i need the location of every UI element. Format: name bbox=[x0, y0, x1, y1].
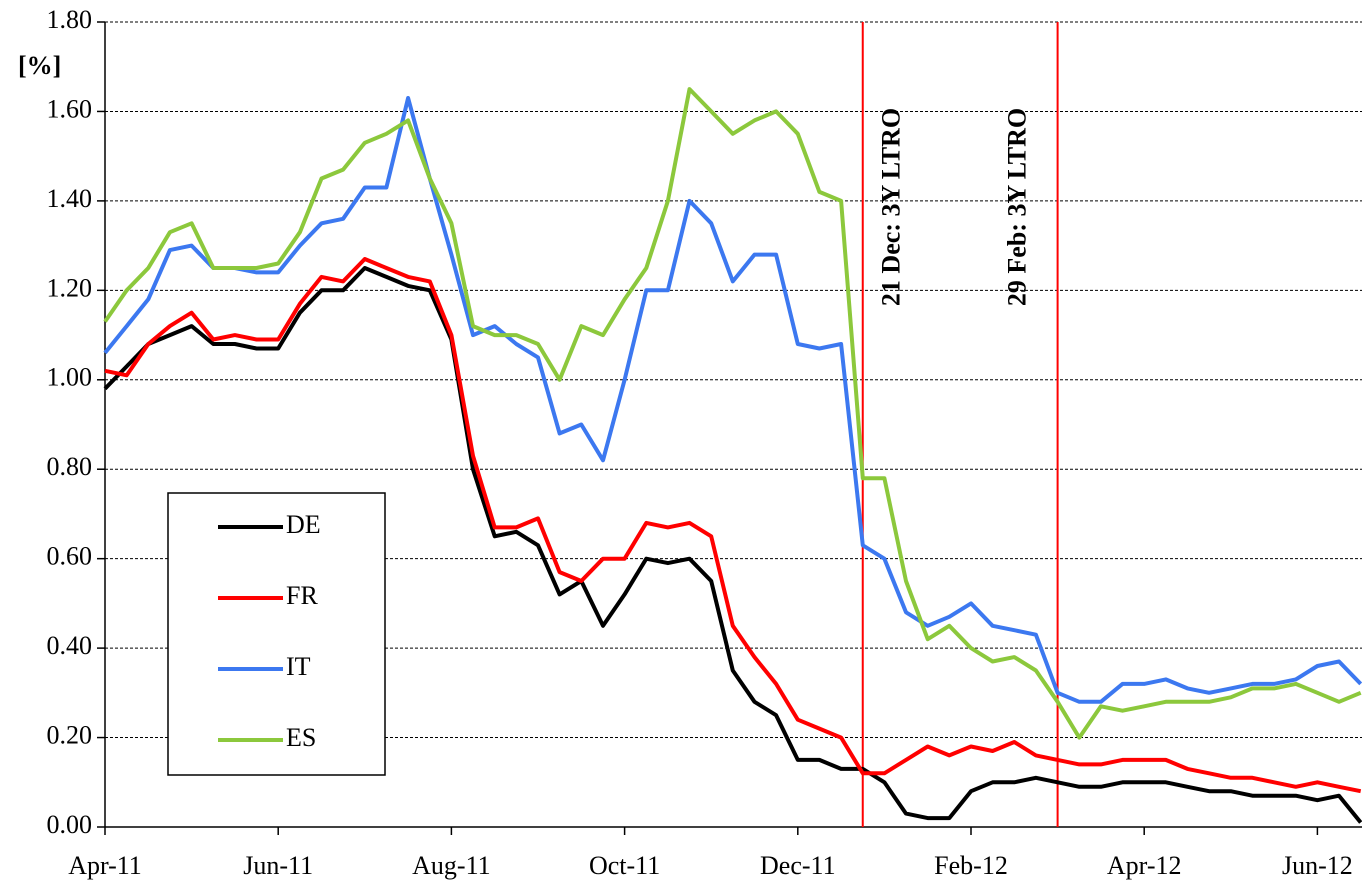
y-tick-label: 0.80 bbox=[47, 452, 93, 481]
annotation-label: 21 Dec: 3Y LTRO bbox=[877, 108, 906, 306]
y-tick-label: 0.20 bbox=[47, 721, 93, 750]
legend-label: IT bbox=[286, 652, 311, 681]
series-line bbox=[104, 257, 1362, 794]
annotation-label: 29 Feb: 3Y LTRO bbox=[1003, 108, 1032, 306]
series-line bbox=[103, 87, 1362, 740]
y-tick-label: 1.00 bbox=[47, 363, 93, 392]
y-tick-label: 1.20 bbox=[47, 273, 93, 302]
legend: DE FR IT ES bbox=[167, 492, 386, 776]
x-tick-label: Aug-11 bbox=[412, 851, 490, 880]
legend-label: DE bbox=[286, 510, 321, 539]
x-tick-label: Jun-11 bbox=[243, 851, 313, 880]
y-tick-label: 0.60 bbox=[47, 542, 93, 571]
x-tick-label: Apr-12 bbox=[1107, 851, 1182, 880]
series-line bbox=[103, 266, 1362, 824]
y-tick-label: 1.60 bbox=[47, 94, 93, 123]
y-tick-label: 0.40 bbox=[47, 631, 93, 660]
y-tick-label: 1.40 bbox=[47, 184, 93, 213]
series-line bbox=[103, 96, 1362, 704]
y-tick-label: 0.00 bbox=[47, 810, 93, 839]
y-axis-label: [%] bbox=[18, 51, 61, 80]
x-tick-label: Oct-11 bbox=[589, 851, 660, 880]
legend-label: FR bbox=[286, 581, 318, 610]
legend-label: ES bbox=[286, 723, 316, 752]
y-tick-label: 1.80 bbox=[47, 5, 93, 34]
x-tick-label: Feb-12 bbox=[934, 851, 1008, 880]
legend-box bbox=[167, 492, 386, 776]
x-tick-label: Apr-11 bbox=[68, 851, 142, 880]
x-tick-label: Dec-11 bbox=[760, 851, 836, 880]
x-tick-label: Jun-12 bbox=[1282, 851, 1353, 880]
